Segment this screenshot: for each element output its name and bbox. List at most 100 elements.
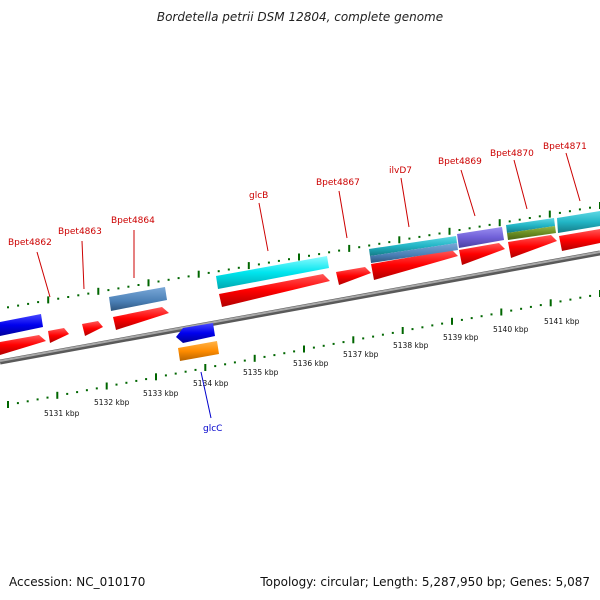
minor-tick — [67, 296, 70, 298]
minor-tick — [510, 309, 513, 312]
minor-tick — [488, 223, 491, 226]
minor-tick — [579, 296, 582, 299]
minor-tick — [431, 324, 434, 327]
gene-arrow[interactable] — [176, 323, 215, 343]
major-tick — [253, 354, 256, 362]
cds-box[interactable] — [506, 218, 555, 233]
minor-tick — [318, 253, 321, 256]
kbp-label: 5132 kbp — [94, 398, 130, 407]
accession-text: Accession: NC_010170 — [9, 575, 146, 589]
minor-tick — [480, 315, 483, 318]
gene-label[interactable]: Bpet4864 — [111, 216, 155, 226]
gene-arrow[interactable] — [48, 328, 69, 343]
minor-tick — [308, 254, 310, 257]
minor-tick — [207, 271, 210, 274]
kbp-label: 5134 kbp — [193, 379, 229, 388]
gene-label[interactable]: Bpet4863 — [58, 227, 102, 237]
minor-tick — [167, 278, 170, 281]
cds-box[interactable] — [216, 256, 329, 289]
minor-tick — [16, 402, 19, 405]
minor-tick — [438, 232, 441, 235]
gene-arrow[interactable] — [508, 235, 557, 258]
minor-tick — [322, 344, 325, 347]
minor-tick — [558, 211, 561, 214]
major-tick — [548, 210, 551, 218]
map-title: Bordetella petrii DSM 12804, complete ge… — [156, 10, 444, 24]
gene-label[interactable]: Bpet4867 — [316, 178, 360, 188]
cds-box[interactable] — [178, 341, 219, 361]
gene-label[interactable]: Bpet4871 — [543, 142, 587, 152]
minor-tick — [288, 258, 290, 261]
minor-tick — [372, 335, 375, 338]
gene-labels: Bpet4862 Bpet4863 Bpet4864 glcB Bpet4867… — [8, 142, 587, 434]
minor-tick — [257, 263, 260, 266]
major-tick — [197, 270, 200, 278]
cds-box[interactable] — [370, 243, 458, 263]
cds-box[interactable] — [507, 226, 556, 240]
cds-box[interactable] — [109, 287, 167, 311]
minor-tick — [174, 372, 177, 375]
cds-box[interactable] — [557, 211, 600, 233]
minor-tick — [26, 400, 29, 403]
kbp-label: 5131 kbp — [44, 409, 80, 418]
gene-label[interactable]: Bpet4869 — [438, 157, 482, 167]
minor-tick — [187, 275, 190, 278]
gene-arrow[interactable] — [559, 229, 600, 251]
major-tick — [500, 308, 503, 316]
gene-arrow[interactable] — [113, 307, 169, 330]
kbp-label: 5135 kbp — [243, 368, 279, 377]
gene-label[interactable]: Bpet4862 — [8, 238, 52, 248]
scale-labels: 5131 kbp 5132 kbp 5133 kbp 5134 kbp 5135… — [44, 317, 580, 418]
minor-tick — [46, 396, 49, 399]
minor-tick — [214, 365, 217, 368]
gene-label[interactable]: glcC — [203, 424, 222, 434]
minor-tick — [77, 294, 80, 297]
minor-tick — [338, 249, 341, 252]
major-tick — [348, 244, 351, 252]
gene-label[interactable]: glcB — [249, 191, 268, 201]
major-tick — [298, 253, 300, 261]
minor-tick — [418, 235, 421, 238]
gene-arrow[interactable] — [459, 243, 505, 265]
kbp-label: 5141 kbp — [544, 317, 580, 326]
gene-arrow[interactable] — [371, 250, 458, 280]
minor-tick — [37, 301, 40, 304]
major-tick — [448, 227, 451, 235]
major-tick — [498, 219, 501, 227]
major-tick — [97, 287, 100, 295]
minor-tick — [293, 350, 296, 353]
minor-tick — [107, 289, 110, 292]
minor-tick — [441, 322, 444, 325]
gene-arrow[interactable] — [336, 267, 371, 285]
kbp-label: 5138 kbp — [393, 341, 429, 350]
minor-tick — [87, 292, 90, 295]
minor-tick — [328, 251, 331, 254]
minor-tick — [145, 378, 148, 381]
gene-label[interactable]: Bpet4870 — [490, 149, 534, 159]
minor-tick — [273, 354, 276, 357]
major-tick — [549, 299, 552, 307]
gene-arrow[interactable] — [0, 335, 46, 355]
minor-tick — [408, 237, 411, 240]
gene-label[interactable]: ilvD7 — [389, 166, 412, 176]
gene-arrow[interactable] — [219, 274, 330, 307]
minor-tick — [539, 304, 542, 307]
minor-tick — [381, 333, 384, 336]
kbp-label: 5136 kbp — [293, 359, 329, 368]
minor-tick — [428, 234, 431, 237]
minor-tick — [217, 270, 220, 273]
upper-tick-row — [7, 202, 600, 309]
cds-box[interactable] — [369, 236, 457, 256]
cds-box[interactable] — [0, 314, 43, 336]
gene-arrow[interactable] — [82, 321, 103, 336]
minor-tick — [391, 331, 394, 334]
minor-tick — [559, 300, 562, 303]
cds-box[interactable] — [457, 227, 504, 248]
minor-tick — [358, 246, 361, 249]
minor-tick — [470, 317, 473, 320]
genome-backbone — [0, 250, 600, 365]
kbp-label: 5139 kbp — [443, 333, 479, 342]
kbp-label: 5133 kbp — [143, 389, 179, 398]
minor-tick — [237, 266, 240, 269]
